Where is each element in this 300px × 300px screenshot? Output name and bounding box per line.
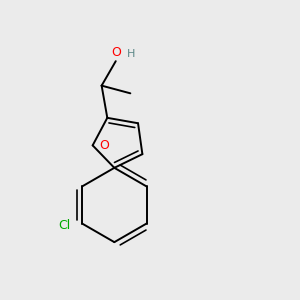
Text: O: O [99, 139, 109, 152]
Text: O: O [111, 46, 121, 59]
Text: Cl: Cl [58, 218, 70, 232]
Text: H: H [127, 49, 135, 59]
